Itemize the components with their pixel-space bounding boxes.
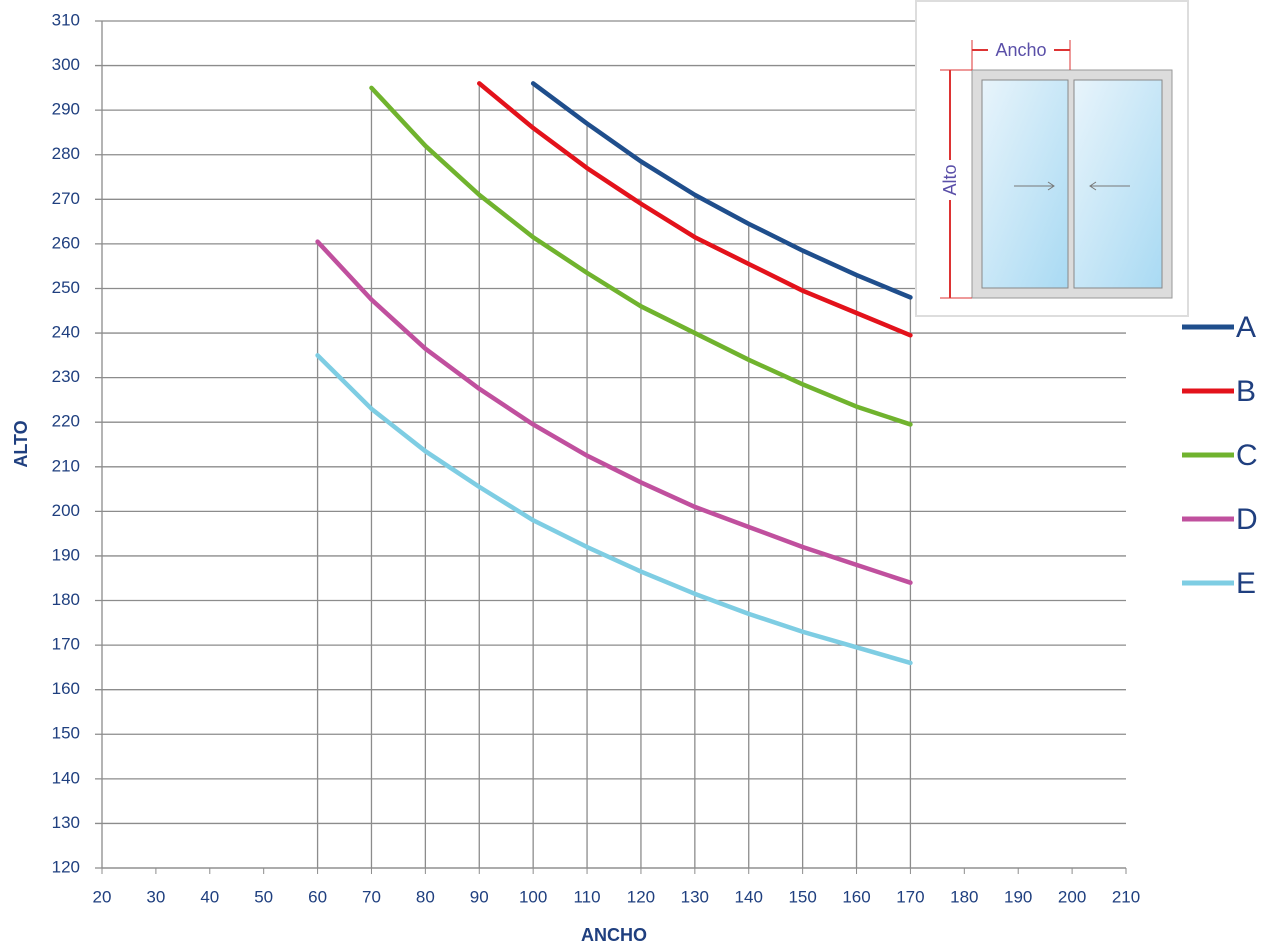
series-line <box>477 81 913 338</box>
x-tick-label: 190 <box>1004 887 1032 906</box>
x-tick-label: 200 <box>1058 887 1086 906</box>
legend-label: A <box>1236 311 1256 344</box>
x-tick-label: 80 <box>416 887 435 906</box>
x-tick-label: 120 <box>627 887 655 906</box>
x-tick-label: 20 <box>93 887 112 906</box>
y-tick-label: 310 <box>52 10 80 29</box>
x-tick-label: 130 <box>681 887 709 906</box>
series-line <box>369 85 913 427</box>
x-axis-title: ANCHO <box>581 925 647 945</box>
y-tick-label: 300 <box>52 55 80 74</box>
y-tick-label: 190 <box>52 545 80 564</box>
y-tick-label: 120 <box>52 857 80 876</box>
y-tick-label: 160 <box>52 679 80 698</box>
x-tick-label: 150 <box>788 887 816 906</box>
y-tick-label: 200 <box>52 501 80 520</box>
legend-label: C <box>1236 439 1258 472</box>
y-tick-label: 240 <box>52 323 80 342</box>
y-tick-label: 250 <box>52 278 80 297</box>
inset-label: Alto <box>940 164 960 195</box>
x-tick-label: 60 <box>308 887 327 906</box>
x-tick-label: 90 <box>470 887 489 906</box>
series-line <box>530 81 913 300</box>
x-tick-label: 30 <box>146 887 165 906</box>
legend-label: B <box>1236 375 1256 408</box>
series-line <box>315 353 913 666</box>
x-tick-label: 210 <box>1112 887 1140 906</box>
legend-label: E <box>1236 567 1256 600</box>
label-bg <box>988 40 1054 60</box>
x-tick-label: 100 <box>519 887 547 906</box>
x-tick-label: 70 <box>362 887 381 906</box>
y-tick-label: 260 <box>52 233 80 252</box>
y-tick-label: 130 <box>52 813 80 832</box>
y-tick-label: 280 <box>52 144 80 163</box>
y-tick-label: 170 <box>52 635 80 654</box>
series-line <box>315 239 913 585</box>
window-pane <box>1073 79 1163 289</box>
x-tick-label: 160 <box>842 887 870 906</box>
x-tick-label: 110 <box>573 887 600 906</box>
label-bg <box>940 160 960 200</box>
inset-diagram: Ancho Alto <box>915 0 1189 317</box>
y-tick-label: 140 <box>52 768 80 787</box>
legend-label: D <box>1236 503 1258 536</box>
y-tick-label: 180 <box>52 590 80 609</box>
x-tick-label: 180 <box>950 887 978 906</box>
x-tick-label: 140 <box>735 887 763 906</box>
x-tick-label: 170 <box>896 887 924 906</box>
y-tick-label: 150 <box>52 724 80 743</box>
x-tick-label: 40 <box>200 887 219 906</box>
y-tick-label: 210 <box>52 456 80 475</box>
inset-label: Ancho <box>995 40 1046 60</box>
plot-area: 120 130 140 150 160 170 180 190 200 210 220 230 240 2… <box>52 10 1141 906</box>
y-tick-label: 270 <box>52 189 80 208</box>
y-tick-label: 230 <box>52 367 80 386</box>
y-tick-label: 290 <box>52 100 80 119</box>
y-tick-label: 220 <box>52 412 80 431</box>
x-tick-label: 50 <box>254 887 273 906</box>
y-axis-title: ALTO <box>11 420 31 467</box>
arrow-head <box>1089 181 1097 191</box>
window-pane <box>981 79 1069 289</box>
arrow-head <box>1047 181 1055 191</box>
